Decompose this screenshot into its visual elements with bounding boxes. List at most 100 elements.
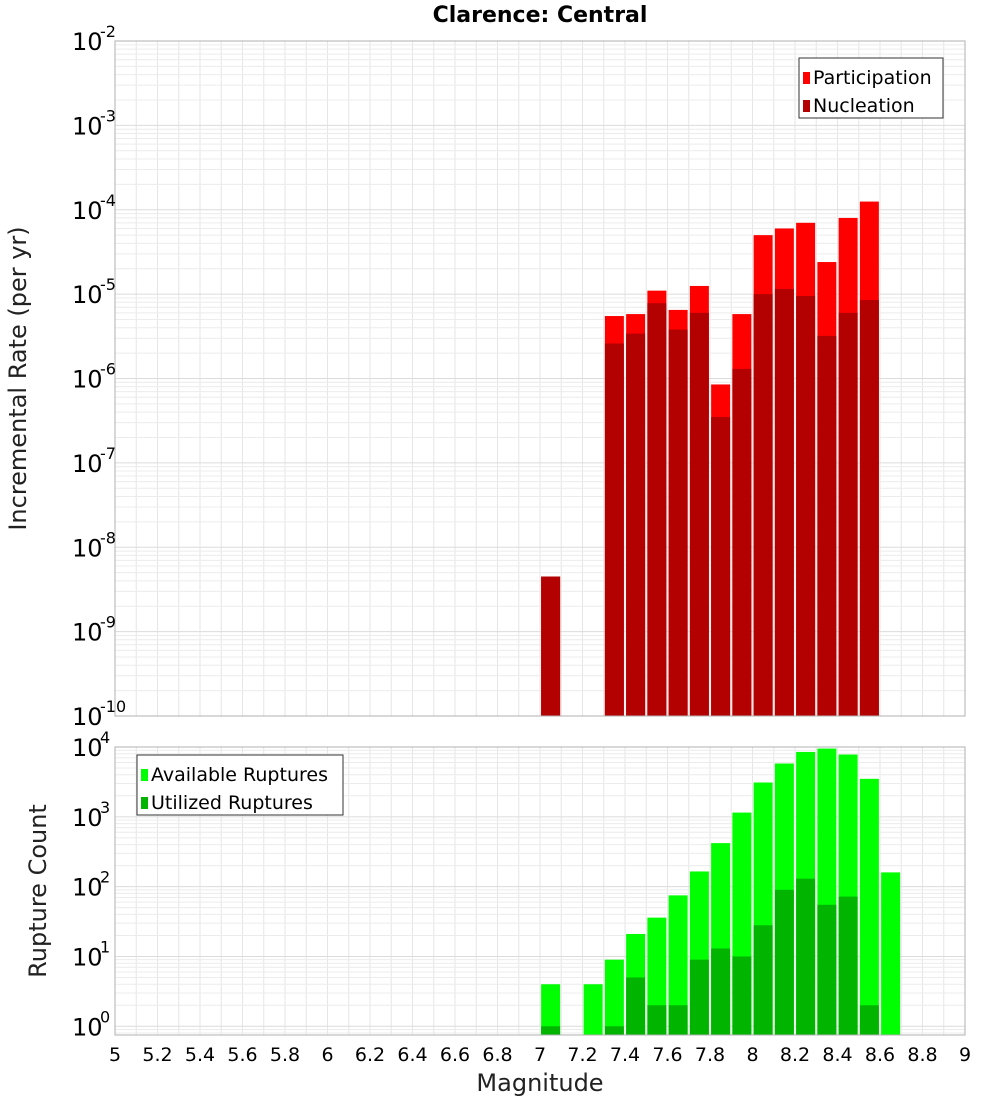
- y-tick-label: 102: [72, 868, 110, 902]
- legend-swatch: [803, 100, 810, 112]
- x-tick-label: 5.6: [227, 1044, 257, 1066]
- x-axis-label: Magnitude: [476, 1069, 603, 1097]
- legend-label: Nucleation: [813, 95, 915, 117]
- bar: [711, 416, 731, 716]
- legend-item: Available Ruptures: [141, 764, 328, 786]
- bars: [541, 201, 879, 716]
- chart-panel-1: 10-1010-910-810-710-610-510-410-310-2Inc…: [4, 3, 966, 731]
- y-tick-base: 10: [72, 874, 103, 902]
- grid-lines: [114, 40, 966, 717]
- legend-swatch: [141, 797, 148, 809]
- bar: [838, 896, 858, 1035]
- plot-border: [114, 40, 966, 717]
- x-tick-label: 8: [746, 1044, 758, 1066]
- y-tick-exponent: 4: [100, 728, 110, 747]
- y-tick-base: 10: [72, 1013, 103, 1041]
- legend-item: Participation: [803, 67, 932, 89]
- legend-item: Utilized Ruptures: [141, 792, 313, 814]
- x-tick-labels: 5 5.2 5.4 5.6 5.8 6 6.2 6.4 6.6 6.8 7 7.2 7.4 7.6 7.8 8…: [109, 1044, 971, 1066]
- bars: [541, 748, 901, 1035]
- bar: [647, 303, 667, 716]
- y-tick-exponent: -5: [100, 275, 116, 294]
- x-tick-label: 6.8: [482, 1044, 512, 1066]
- y-tick-base: 10: [72, 197, 103, 225]
- y-tick-label: 100: [72, 1007, 110, 1041]
- y-tick-exponent: -9: [100, 613, 116, 632]
- x-tick-label: 5.4: [185, 1044, 215, 1066]
- y-tick-base: 10: [72, 366, 103, 394]
- y-tick-label: 10-4: [72, 191, 116, 225]
- y-tick-label: 10-3: [72, 106, 116, 140]
- y-tick-exponent: -3: [100, 106, 116, 125]
- y-tick-exponent: 2: [100, 868, 110, 887]
- bar: [817, 335, 837, 716]
- bar: [753, 925, 773, 1035]
- legend-label: Utilized Ruptures: [151, 792, 313, 814]
- x-tick-label: 7.2: [567, 1044, 597, 1066]
- x-tick-label: 6.6: [440, 1044, 470, 1066]
- bar: [604, 1026, 624, 1035]
- bar: [732, 956, 752, 1035]
- bar: [626, 977, 646, 1035]
- bar: [817, 904, 837, 1035]
- y-axis-label: Rupture Count: [24, 804, 52, 978]
- bar: [796, 296, 816, 716]
- y-tick-exponent: -10: [100, 697, 126, 716]
- x-tick-label: 7.8: [695, 1044, 725, 1066]
- bar: [859, 1005, 879, 1035]
- bar: [689, 312, 709, 716]
- y-tick-label: 10-8: [72, 528, 116, 562]
- y-axis-label: Incremental Rate (per yr): [4, 226, 32, 530]
- x-tick-label: 7: [534, 1044, 546, 1066]
- bar: [859, 300, 879, 716]
- legend: Available Ruptures Utilized Ruptures: [136, 754, 344, 816]
- y-tick-label: 10-2: [72, 22, 116, 56]
- bar: [732, 368, 752, 716]
- y-tick-label: 10-6: [72, 360, 116, 394]
- bar: [668, 1005, 688, 1035]
- bar: [838, 312, 858, 716]
- y-tick-label: 10-5: [72, 275, 116, 309]
- legend: Participation Nucleation: [798, 57, 944, 119]
- x-tick-label: 8.2: [780, 1044, 810, 1066]
- bar: [753, 294, 773, 716]
- legend-swatch: [803, 72, 810, 84]
- legend-swatch: [141, 769, 148, 781]
- bar: [626, 333, 646, 716]
- bar: [881, 872, 901, 1035]
- y-tick-base: 10: [72, 28, 103, 56]
- y-tick-label: 10-9: [72, 613, 116, 647]
- bar: [796, 878, 816, 1035]
- x-tick-label: 6: [321, 1044, 333, 1066]
- bar: [541, 1026, 561, 1035]
- y-tick-base: 10: [72, 534, 103, 562]
- x-tick-label: 8.8: [907, 1044, 937, 1066]
- y-tick-base: 10: [72, 943, 103, 971]
- y-tick-exponent: -2: [100, 22, 116, 41]
- legend-label: Available Ruptures: [151, 764, 328, 786]
- y-tick-exponent: -4: [100, 191, 116, 210]
- series-utilized-ruptures: [541, 878, 879, 1035]
- y-tick-base: 10: [72, 703, 103, 731]
- x-tick-label: 6.2: [355, 1044, 385, 1066]
- bar: [583, 984, 603, 1035]
- y-tick-base: 10: [72, 804, 103, 832]
- x-tick-label: 7.6: [652, 1044, 682, 1066]
- bar: [711, 948, 731, 1035]
- x-tick-label: 9: [959, 1044, 971, 1066]
- y-tick-exponent: -8: [100, 528, 116, 547]
- bar: [668, 895, 688, 1035]
- bar: [541, 984, 561, 1035]
- bar: [859, 778, 879, 1035]
- y-tick-label: 10-7: [72, 444, 116, 478]
- bar: [689, 959, 709, 1035]
- x-tick-label: 5.2: [142, 1044, 172, 1066]
- legend-box: [798, 57, 944, 119]
- bar: [774, 289, 794, 716]
- x-tick-label: 6.4: [397, 1044, 427, 1066]
- y-tick-label: 101: [72, 937, 110, 971]
